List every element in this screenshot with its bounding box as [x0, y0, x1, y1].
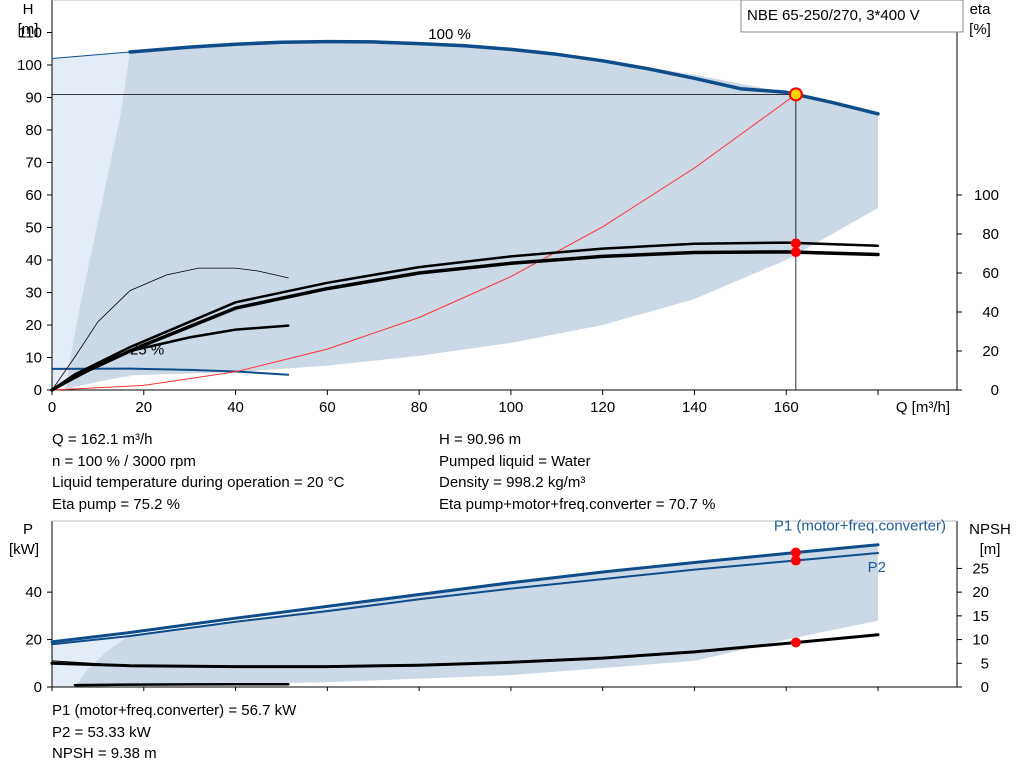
eta-curve-25-thin: [51, 267, 289, 391]
x-tick-label: 100: [498, 399, 523, 416]
y-right-tick-label: 40: [982, 304, 999, 321]
x-tick-label: 80: [411, 399, 428, 416]
duty-info-right: H = 90.96 m Pumped liquid = Water Densit…: [439, 429, 715, 515]
eta-total-curve: [50, 250, 880, 392]
p-tick-label: 40: [25, 584, 42, 601]
y-tick-label: 40: [25, 252, 42, 269]
power-npsh-chart: 0 20 40 0 5 10 15 20 25 P [kW] NPSH [m] P1 (motor+fre…: [9, 517, 1011, 696]
y-tick-label: 110: [18, 25, 42, 42]
npsh-readout: NPSH = 9.38 m: [52, 745, 157, 762]
p1-curve: [50, 543, 880, 644]
operating-range: [65, 42, 879, 390]
duty-info-left: Q = 162.1 m³/h n = 100 % / 3000 rpm Liqu…: [52, 429, 344, 515]
y-right-tick-label: 80: [982, 226, 999, 243]
power-info: P1 (motor+freq.converter) = 56.7 kW P2 =…: [52, 700, 296, 765]
liquid-readout: Pumped liquid = Water: [439, 452, 591, 470]
y-tick-label: 60: [25, 187, 42, 204]
npsh-curve: [50, 633, 880, 669]
y-tick-label: 10: [25, 350, 42, 367]
npsh-tick-label: 20: [972, 584, 989, 601]
eta-pump-curve: [50, 241, 880, 392]
system-curve: [51, 93, 797, 391]
y-right-tick-label: 20: [982, 343, 999, 360]
head-curve-25: [51, 367, 290, 376]
series-label: P1 (motor+freq.converter): [774, 517, 946, 534]
y-tick-label: 20: [25, 317, 42, 334]
p-axis-unit: [kW]: [9, 541, 39, 558]
p-axis-label: P: [23, 521, 33, 538]
y-axis-label-left: H: [23, 1, 34, 18]
p2-marker: [790, 555, 801, 566]
y-axis-unit-right: [%]: [969, 21, 991, 38]
p-tick-label: 20: [25, 632, 42, 649]
flow-readout: Q = 162.1 m³/h: [52, 431, 153, 448]
x-tick-label: 160: [774, 399, 799, 416]
y-tick-label: 70: [25, 155, 42, 172]
y-axis-unit-left: [m]: [18, 21, 39, 38]
eta-pump-readout: Eta pump = 75.2 %: [52, 495, 180, 513]
npsh-tick-label: 15: [972, 608, 989, 625]
p-curve-25: [73, 682, 290, 687]
p1-readout: P1 (motor+freq.converter) = 56.7 kW: [52, 702, 297, 719]
x-tick-label: 20: [135, 399, 152, 416]
p2-readout: P2 = 53.33 kW: [52, 723, 151, 741]
p2-curve: [51, 552, 879, 646]
head-curve-100: [128, 39, 880, 116]
duty-point-marker: [788, 87, 803, 102]
head-curve-100-extension: [51, 51, 131, 59]
x-tick-label: 140: [682, 399, 707, 416]
x-tick-label: 120: [590, 399, 615, 416]
y-tick-label: 30: [25, 285, 42, 302]
head-efficiency-chart: 0 10 20 30 40 50 60 70 80 90 100 110 0 20 40 60 80 100 0 20…: [17, 0, 999, 416]
pump-label-text: NBE 65-250/270, 3*400 V: [747, 7, 920, 24]
x-tick-label: 60: [319, 399, 336, 416]
curve-label: 25 %: [130, 341, 164, 358]
eta-total-readout: Eta pump+motor+freq.converter = 70.7 %: [439, 495, 716, 513]
y-tick-label: 0: [34, 382, 42, 399]
eta-pump-marker: [790, 238, 801, 249]
npsh-tick-label: 0: [981, 679, 989, 696]
npsh-axis-label: NPSH: [969, 521, 1011, 538]
series-label: P2: [868, 559, 886, 576]
y-tick-label: 50: [25, 220, 42, 237]
npsh-tick-label: 5: [981, 655, 989, 672]
y-right-tick-label: 100: [974, 187, 999, 204]
y-tick-label: 90: [25, 90, 42, 107]
p-tick-label: 0: [34, 679, 42, 696]
power-range: [74, 544, 878, 687]
y-right-tick-label: 60: [982, 265, 999, 282]
y-axis-label-right: eta: [970, 1, 992, 18]
pump-label-box: NBE 65-250/270, 3*400 V: [740, 0, 964, 33]
density-readout: Density = 998.2 kg/m³: [439, 474, 586, 491]
curve-label: 100 %: [428, 26, 471, 43]
head-readout: H = 90.96 m: [439, 431, 522, 448]
x-tick-label: 40: [227, 399, 244, 416]
temperature-readout: Liquid temperature during operation = 20…: [52, 474, 345, 491]
x-axis-label: Q [m³/h]: [896, 399, 950, 416]
npsh-axis-unit: [m]: [980, 541, 1001, 558]
y-tick-label: 80: [25, 122, 42, 139]
speed-readout: n = 100 % / 3000 rpm: [52, 452, 196, 470]
p1-marker: [790, 547, 801, 558]
npsh-marker: [790, 637, 801, 648]
y-tick-label: 100: [17, 57, 42, 74]
eta-total-marker: [790, 247, 801, 258]
npsh-tick-label: 25: [972, 560, 989, 577]
y-right-tick-label: 0: [991, 382, 999, 399]
x-tick-label: 0: [48, 399, 56, 416]
npsh-curve-extension: [51, 660, 131, 667]
npsh-tick-label: 10: [972, 632, 989, 649]
